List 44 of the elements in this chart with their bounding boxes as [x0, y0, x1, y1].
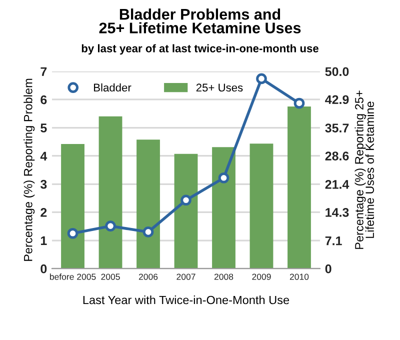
y-tick-label: 0 [40, 264, 47, 274]
point [142, 226, 154, 238]
y2-tick-label: 50.0 [325, 67, 349, 76]
x-tick-label: 2006 [138, 274, 158, 280]
bar [174, 154, 198, 269]
y-tick-label: 1 [40, 236, 47, 245]
y-tick-label: 5 [40, 124, 47, 132]
point [67, 228, 78, 239]
bar [98, 116, 122, 269]
y2-tick-label: 42.9 [325, 95, 349, 104]
x-tick-label: 2007 [176, 274, 196, 280]
bar [250, 144, 274, 269]
x-tick-label: before 2005 [50, 273, 96, 280]
y-tick-label: 3 [40, 180, 47, 189]
point [256, 73, 267, 84]
y2-tick-label: 35.7 [325, 124, 349, 132]
x-tick-label: 2008 [214, 274, 234, 280]
y-tick-label: 7 [40, 67, 47, 76]
y-tick-label: 2 [40, 208, 47, 217]
point [180, 194, 192, 206]
legend-label: Bladder [94, 83, 132, 92]
bar [212, 147, 236, 269]
x-axis-title: Last Year with Twice-in-One-Month Use [83, 296, 290, 304]
y2-tick-label: 14.3 [326, 208, 349, 217]
y2-axis-title: Percentage (%) Reporting 25+ Lifetime Uses of Ketamine [354, 90, 374, 249]
legend-label: 25+ Uses [196, 84, 243, 92]
y2-tick-label: 21.4 [325, 180, 350, 189]
bar [61, 144, 84, 269]
bar [288, 106, 311, 269]
point [218, 172, 230, 184]
y2-tick-label: 28.6 [325, 152, 349, 160]
y2-tick-label: 0 [325, 264, 332, 274]
y-axis-title: Percentage (%) Reporting Problem [24, 78, 35, 261]
y2-tick-label: 7.1 [325, 236, 342, 246]
point [105, 220, 116, 232]
x-tick-label: 2010 [290, 274, 309, 280]
point [294, 98, 305, 109]
y-tick-label: 6 [40, 95, 47, 104]
bar [136, 140, 160, 269]
chart-title: Bladder Problems and 25+ Lifetime Ketamine Uses [99, 8, 301, 34]
x-tick-label: 2005 [101, 274, 120, 280]
chart-subtitle: by last year of at last twice-in-one-month use [82, 44, 318, 55]
x-tick-label: 2009 [252, 274, 271, 280]
y-tick-label: 4 [40, 152, 48, 160]
